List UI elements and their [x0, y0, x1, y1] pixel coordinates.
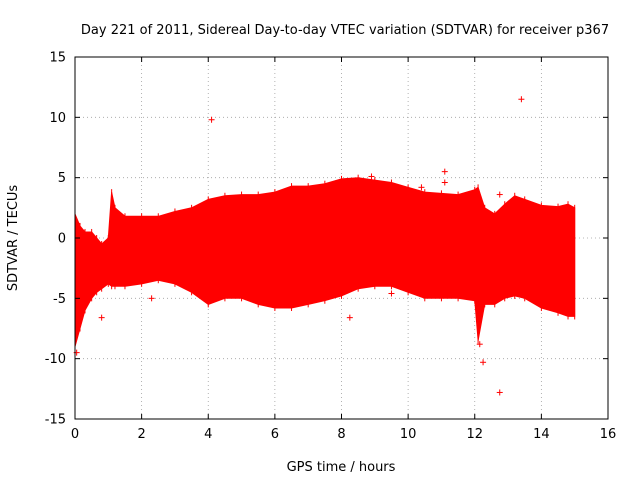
y-tick-label: 5	[58, 171, 66, 186]
x-tick-label: 6	[271, 427, 279, 442]
y-tick-label: 0	[58, 232, 66, 247]
outlier-point	[518, 96, 525, 103]
outlier-point	[441, 179, 448, 186]
outlier-point	[98, 314, 105, 321]
outlier-point	[208, 116, 215, 123]
x-tick-label: 0	[71, 427, 79, 442]
x-tick-label: 4	[204, 427, 212, 442]
axis-ticks: 0 2 4 6 8 10 12 14 16 -15 -10 -5 0 5 10 15	[45, 51, 617, 443]
y-tick-label: 10	[49, 111, 66, 126]
outlier-point	[388, 290, 395, 297]
y-tick-label: 15	[49, 51, 66, 66]
outlier-point	[148, 295, 155, 302]
x-axis-label: GPS time / hours	[287, 460, 396, 475]
outlier-points	[73, 96, 525, 396]
outlier-point	[346, 314, 353, 321]
y-tick-label: -10	[45, 352, 66, 367]
x-tick-label: 12	[466, 427, 483, 442]
x-tick-label: 8	[337, 427, 345, 442]
outlier-point	[476, 341, 483, 348]
x-tick-label: 14	[533, 427, 550, 442]
outlier-point	[480, 359, 487, 366]
y-axis-label: SDTVAR / TECUs	[6, 185, 21, 292]
x-tick-label: 10	[400, 427, 417, 442]
chart-title: Day 221 of 2011, Sidereal Day-to-day VTE…	[81, 23, 609, 38]
y-tick-label: -5	[53, 292, 66, 307]
outlier-point	[496, 389, 503, 396]
outlier-point	[496, 191, 503, 198]
outlier-point	[368, 173, 375, 180]
x-tick-label: 16	[600, 427, 617, 442]
outlier-point	[418, 184, 425, 191]
y-tick-label: -15	[45, 413, 66, 428]
x-tick-label: 2	[137, 427, 145, 442]
outlier-point	[441, 168, 448, 175]
